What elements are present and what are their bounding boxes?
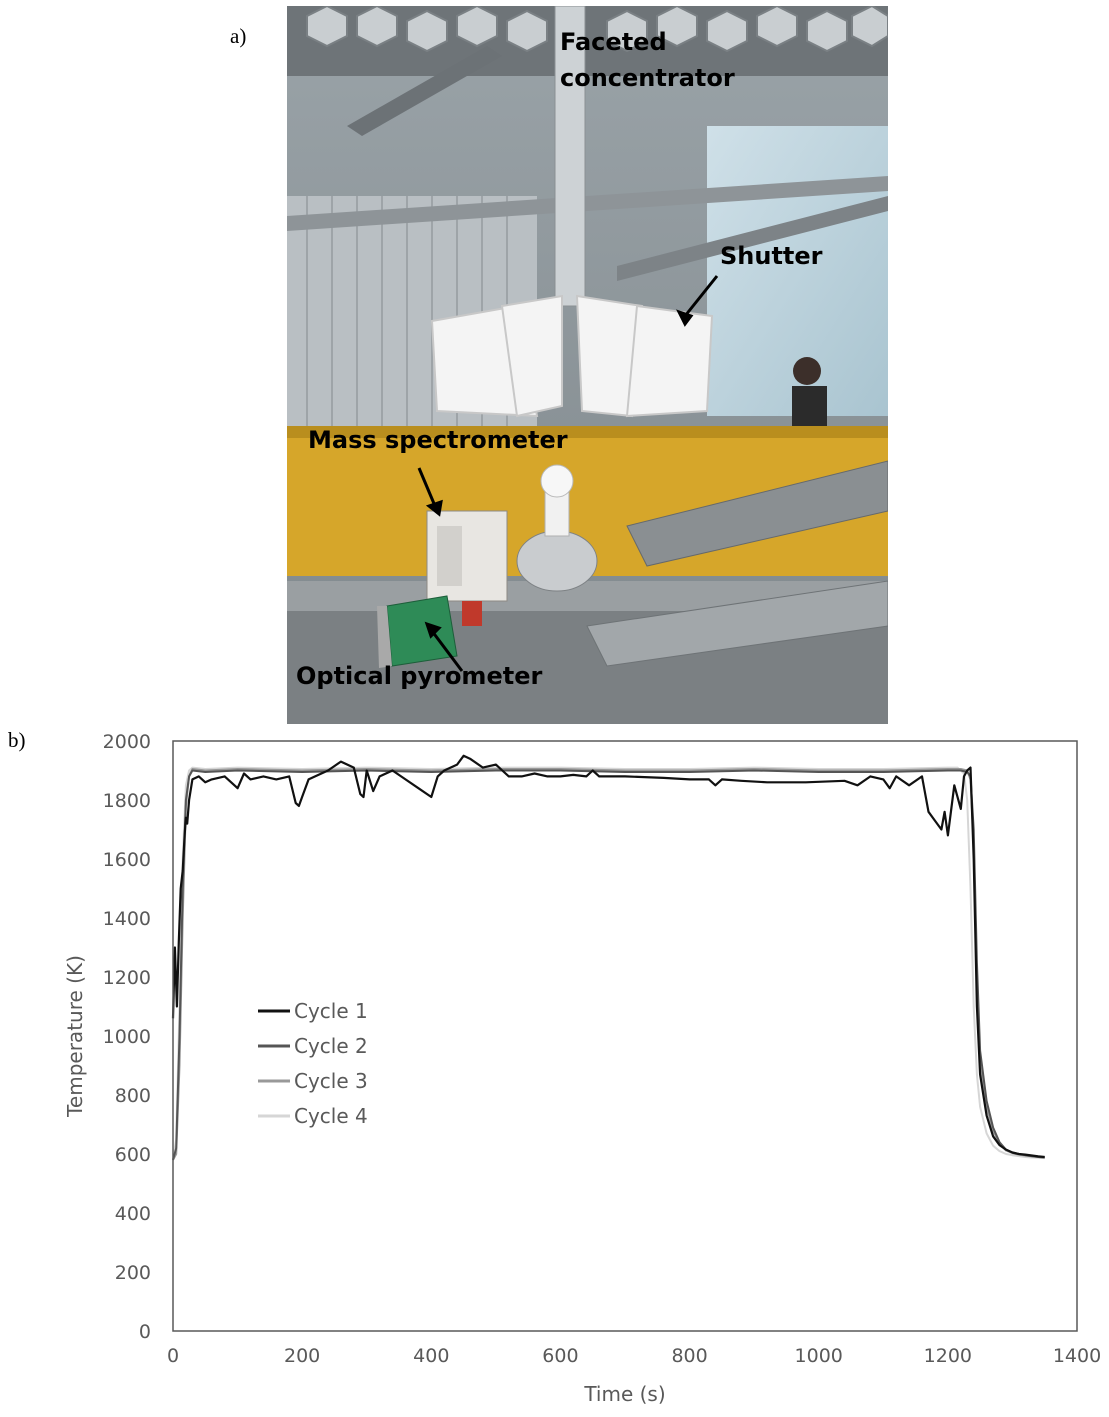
y-tick-label: 1600 <box>103 849 151 871</box>
legend-label: Cycle 1 <box>294 999 368 1023</box>
callout-mass-spectrometer: Mass spectrometer <box>308 426 568 454</box>
y-tick-label: 600 <box>115 1144 151 1166</box>
panel-a-label: a) <box>230 24 247 48</box>
y-tick-label: 400 <box>115 1203 151 1225</box>
y-tick-label: 1000 <box>103 1026 151 1048</box>
y-axis-title: Temperature (K) <box>63 955 87 1118</box>
series-line-cycle-2 <box>172 769 1045 1161</box>
callout-concentrator-line2: concentrator <box>560 64 735 92</box>
x-tick-label: 800 <box>671 1345 707 1367</box>
y-tick-label: 0 <box>139 1321 151 1343</box>
setup-photo: Faceted concentrator Shutter Mass spectr… <box>287 6 888 724</box>
y-tick-label: 800 <box>115 1085 151 1107</box>
y-tick-label: 200 <box>115 1262 151 1284</box>
x-tick-label: 1000 <box>795 1345 843 1367</box>
legend-label: Cycle 2 <box>294 1034 368 1058</box>
x-tick-label: 1400 <box>1053 1345 1101 1367</box>
setup-photo-illustration: Faceted concentrator Shutter Mass spectr… <box>287 6 888 724</box>
x-tick-label: 600 <box>542 1345 578 1367</box>
x-tick-label: 400 <box>413 1345 449 1367</box>
y-tick-label: 2000 <box>103 731 151 753</box>
callout-optical-pyrometer: Optical pyrometer <box>296 662 542 690</box>
callout-shutter: Shutter <box>720 242 823 270</box>
panel-b-label: b) <box>8 728 26 752</box>
plot-frame <box>172 740 1078 1332</box>
series-line-cycle-3 <box>172 768 1045 1161</box>
x-tick-label: 1200 <box>924 1345 972 1367</box>
x-tick-label: 0 <box>167 1345 179 1367</box>
legend-label: Cycle 3 <box>294 1069 368 1093</box>
temperature-chart: 0 200 400 600 800 1000 1200 1400 1600 1800 2000 0 2… <box>0 725 1109 1412</box>
legend-label: Cycle 4 <box>294 1104 368 1128</box>
x-tick-label: 200 <box>284 1345 320 1367</box>
temperature-chart-svg: 0 200 400 600 800 1000 1200 1400 1600 1800 2000 0 2… <box>63 731 1101 1406</box>
y-tick-label: 1200 <box>103 967 151 989</box>
y-tick-label: 1800 <box>103 790 151 812</box>
callout-concentrator-line1: Faceted <box>560 28 667 56</box>
x-axis-title: Time (s) <box>583 1382 665 1406</box>
y-tick-label: 1400 <box>103 908 151 930</box>
series-line-cycle-1 <box>171 754 1045 1159</box>
series-line-cycle-4 <box>172 766 1045 1161</box>
